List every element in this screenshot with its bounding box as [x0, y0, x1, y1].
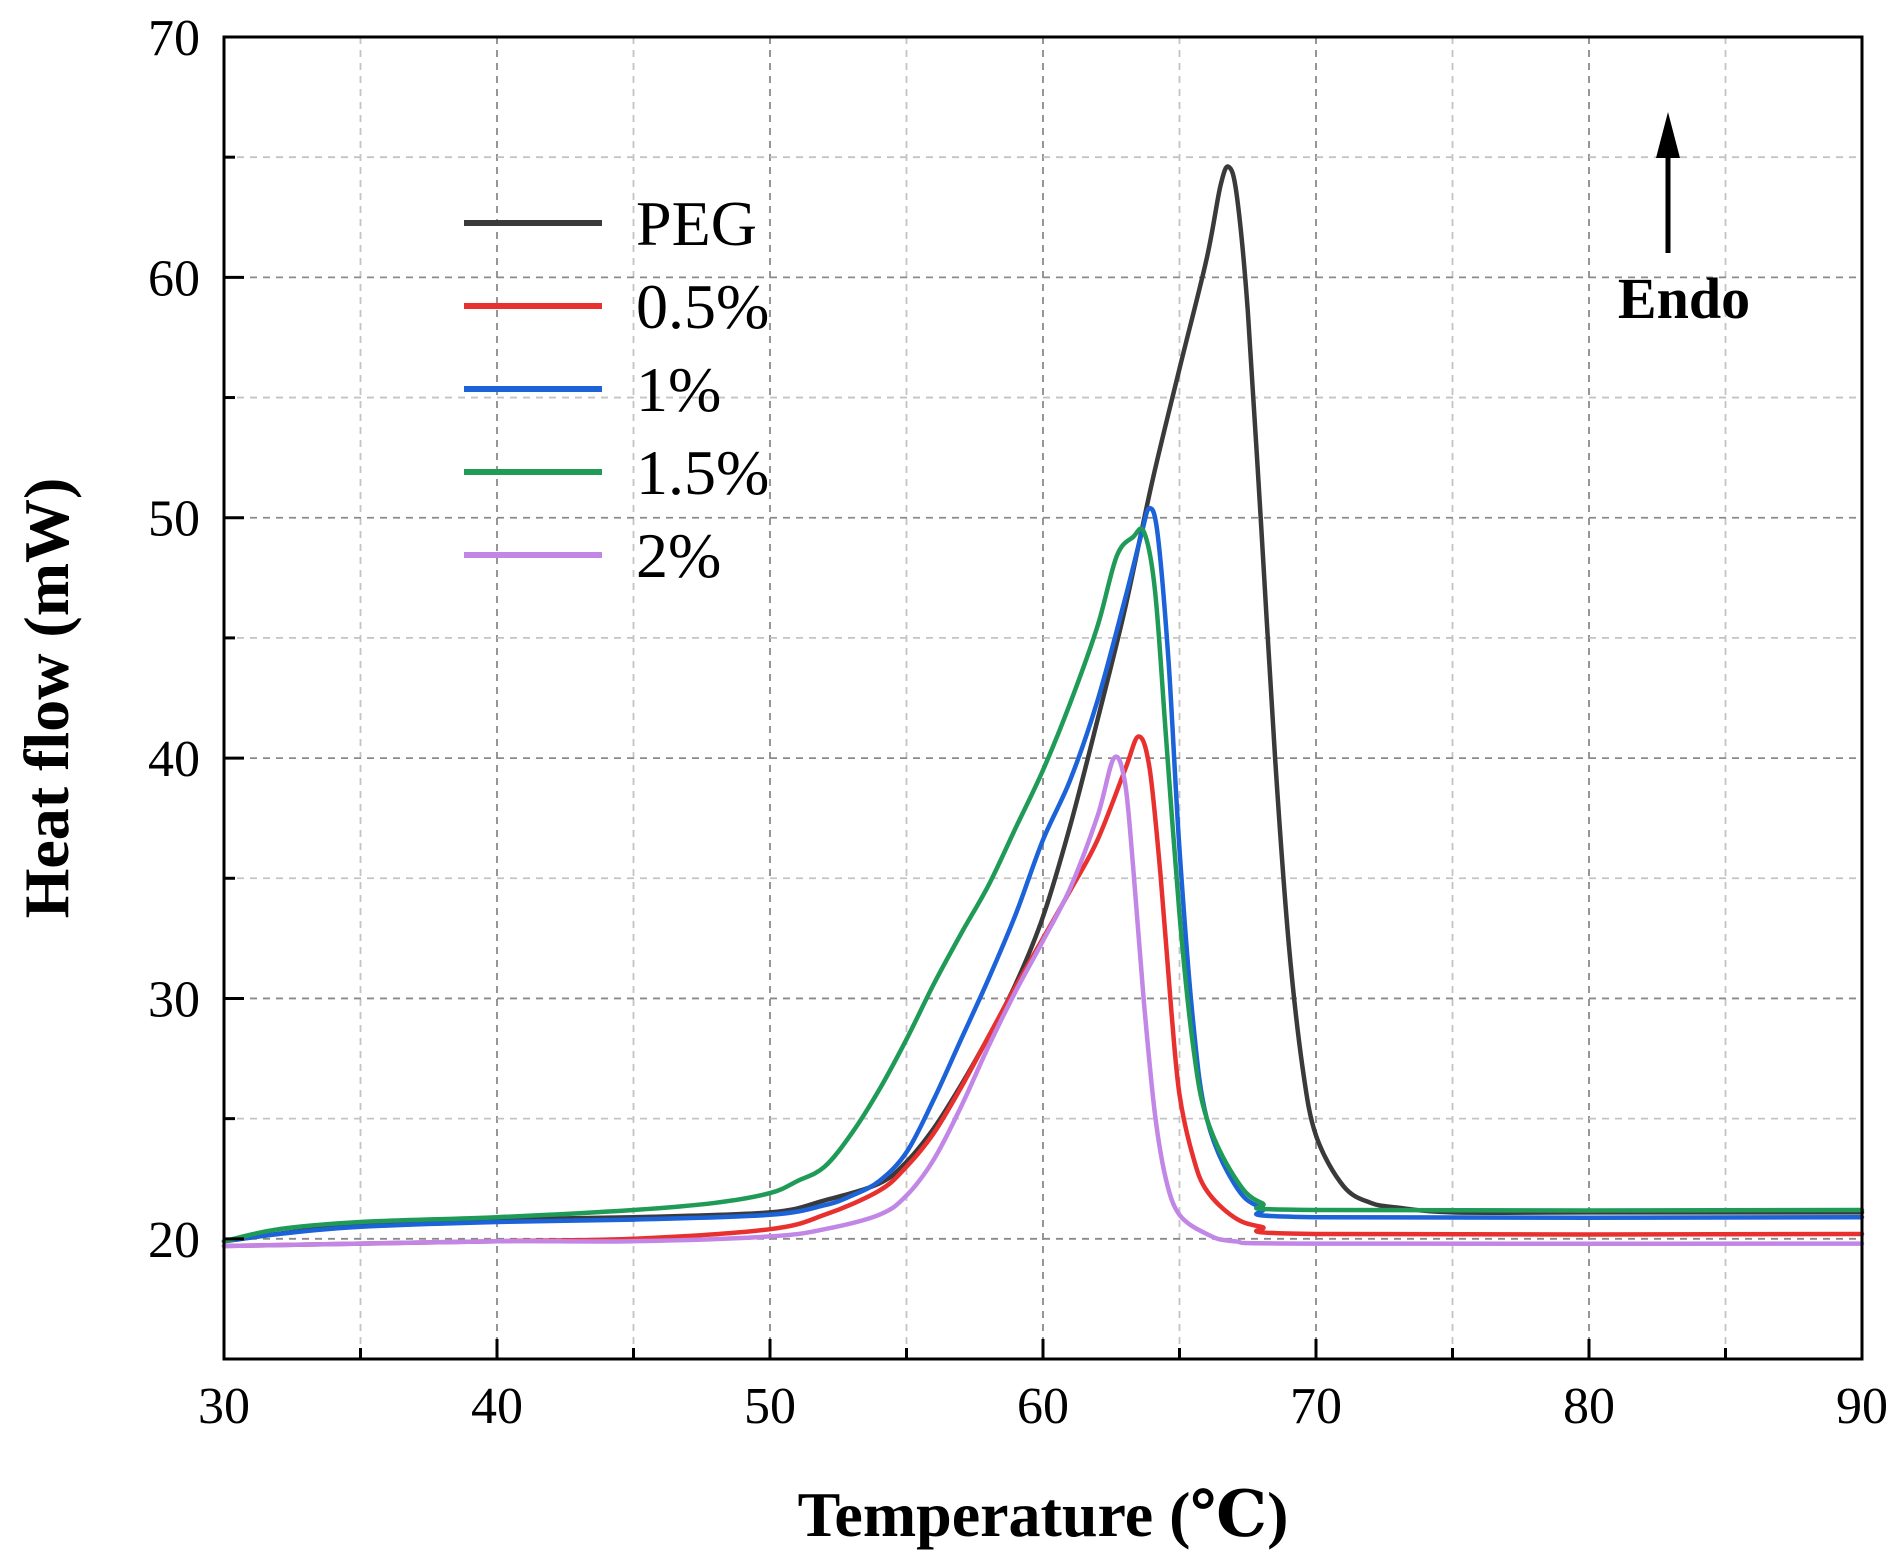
y-tick-label: 20	[148, 1212, 200, 1269]
legend-label-1-5: 1.5%	[636, 437, 769, 508]
grid	[224, 37, 1862, 1359]
series-group	[221, 164, 1865, 1249]
legend-label-2: 2%	[636, 520, 721, 591]
legend: PEG 0.5% 1% 1.5% 2%	[464, 188, 769, 591]
x-axis-title: Temperature (℃)	[798, 1479, 1289, 1550]
x-tick-label: 50	[744, 1378, 796, 1435]
axis-ticks	[222, 35, 1864, 1361]
y-tick-label: 40	[148, 731, 200, 788]
series-line-0-5	[221, 734, 1865, 1249]
x-tick-label: 60	[1017, 1378, 1069, 1435]
endo-label: Endo	[1618, 266, 1750, 331]
x-tick-label: 80	[1563, 1378, 1615, 1435]
y-axis-title: Heat flow (mW)	[11, 478, 82, 919]
y-tick-label: 70	[148, 10, 200, 67]
legend-label-0-5: 0.5%	[636, 271, 769, 342]
tick-labels: 30 40 50 60 70 80 90 20 30 40 50 60 70	[148, 10, 1888, 1435]
y-tick-label: 30	[148, 971, 200, 1028]
series-line-peg	[221, 164, 1865, 1244]
x-tick-label: 30	[198, 1378, 250, 1435]
y-tick-label: 60	[148, 250, 200, 307]
x-tick-label: 40	[471, 1378, 523, 1435]
series-line-2	[221, 754, 1865, 1249]
endo-arrow-head	[1656, 112, 1680, 158]
endo-annotation: Endo	[1618, 112, 1750, 331]
legend-label-peg: PEG	[636, 188, 757, 259]
x-tick-label: 70	[1290, 1378, 1342, 1435]
legend-label-1: 1%	[636, 354, 721, 425]
y-tick-label: 50	[148, 491, 200, 548]
series-line-1-5	[221, 526, 1865, 1244]
x-tick-label: 90	[1836, 1378, 1888, 1435]
